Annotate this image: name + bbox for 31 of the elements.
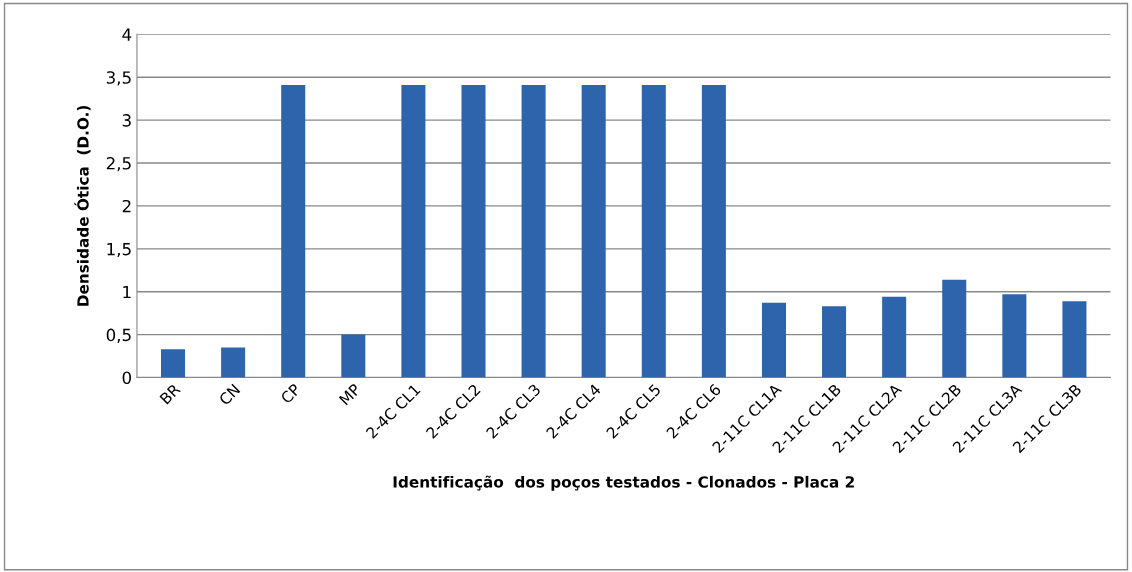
y-tick-label: 1,5	[107, 243, 131, 258]
bar	[761, 302, 786, 378]
bar	[401, 84, 426, 378]
bar	[882, 296, 907, 378]
x-tick-label: BR	[159, 383, 181, 405]
bar	[461, 84, 486, 378]
y-axis-title: Densidade Ótica (D.O.)	[74, 105, 91, 306]
bar	[581, 84, 606, 378]
y-tick-label: 2,5	[106, 156, 131, 172]
bar	[341, 334, 366, 378]
bar	[161, 349, 186, 378]
bar	[1062, 301, 1087, 378]
bar	[221, 347, 246, 378]
bar	[641, 84, 666, 378]
bar	[701, 84, 726, 378]
bar	[942, 279, 967, 378]
bar	[822, 306, 847, 378]
x-tick-label: CP	[279, 382, 302, 405]
y-tick-label: 0,5	[106, 328, 131, 343]
x-axis-title: Identificação dos poços testados - Clonados - Placa 2	[393, 475, 854, 491]
y-tick-label: 0	[122, 371, 131, 385]
bar	[521, 84, 546, 378]
x-tick-label: MP	[338, 383, 362, 406]
bar	[281, 84, 306, 378]
y-tick-label: 2	[122, 199, 131, 213]
y-tick-label: 4	[122, 28, 132, 41]
y-tick-label: 1	[123, 285, 131, 299]
x-tick-label: CN	[218, 383, 241, 406]
bar	[1002, 294, 1027, 378]
y-tick-label: 3	[122, 114, 131, 127]
y-tick-label: 3,5	[106, 71, 131, 86]
